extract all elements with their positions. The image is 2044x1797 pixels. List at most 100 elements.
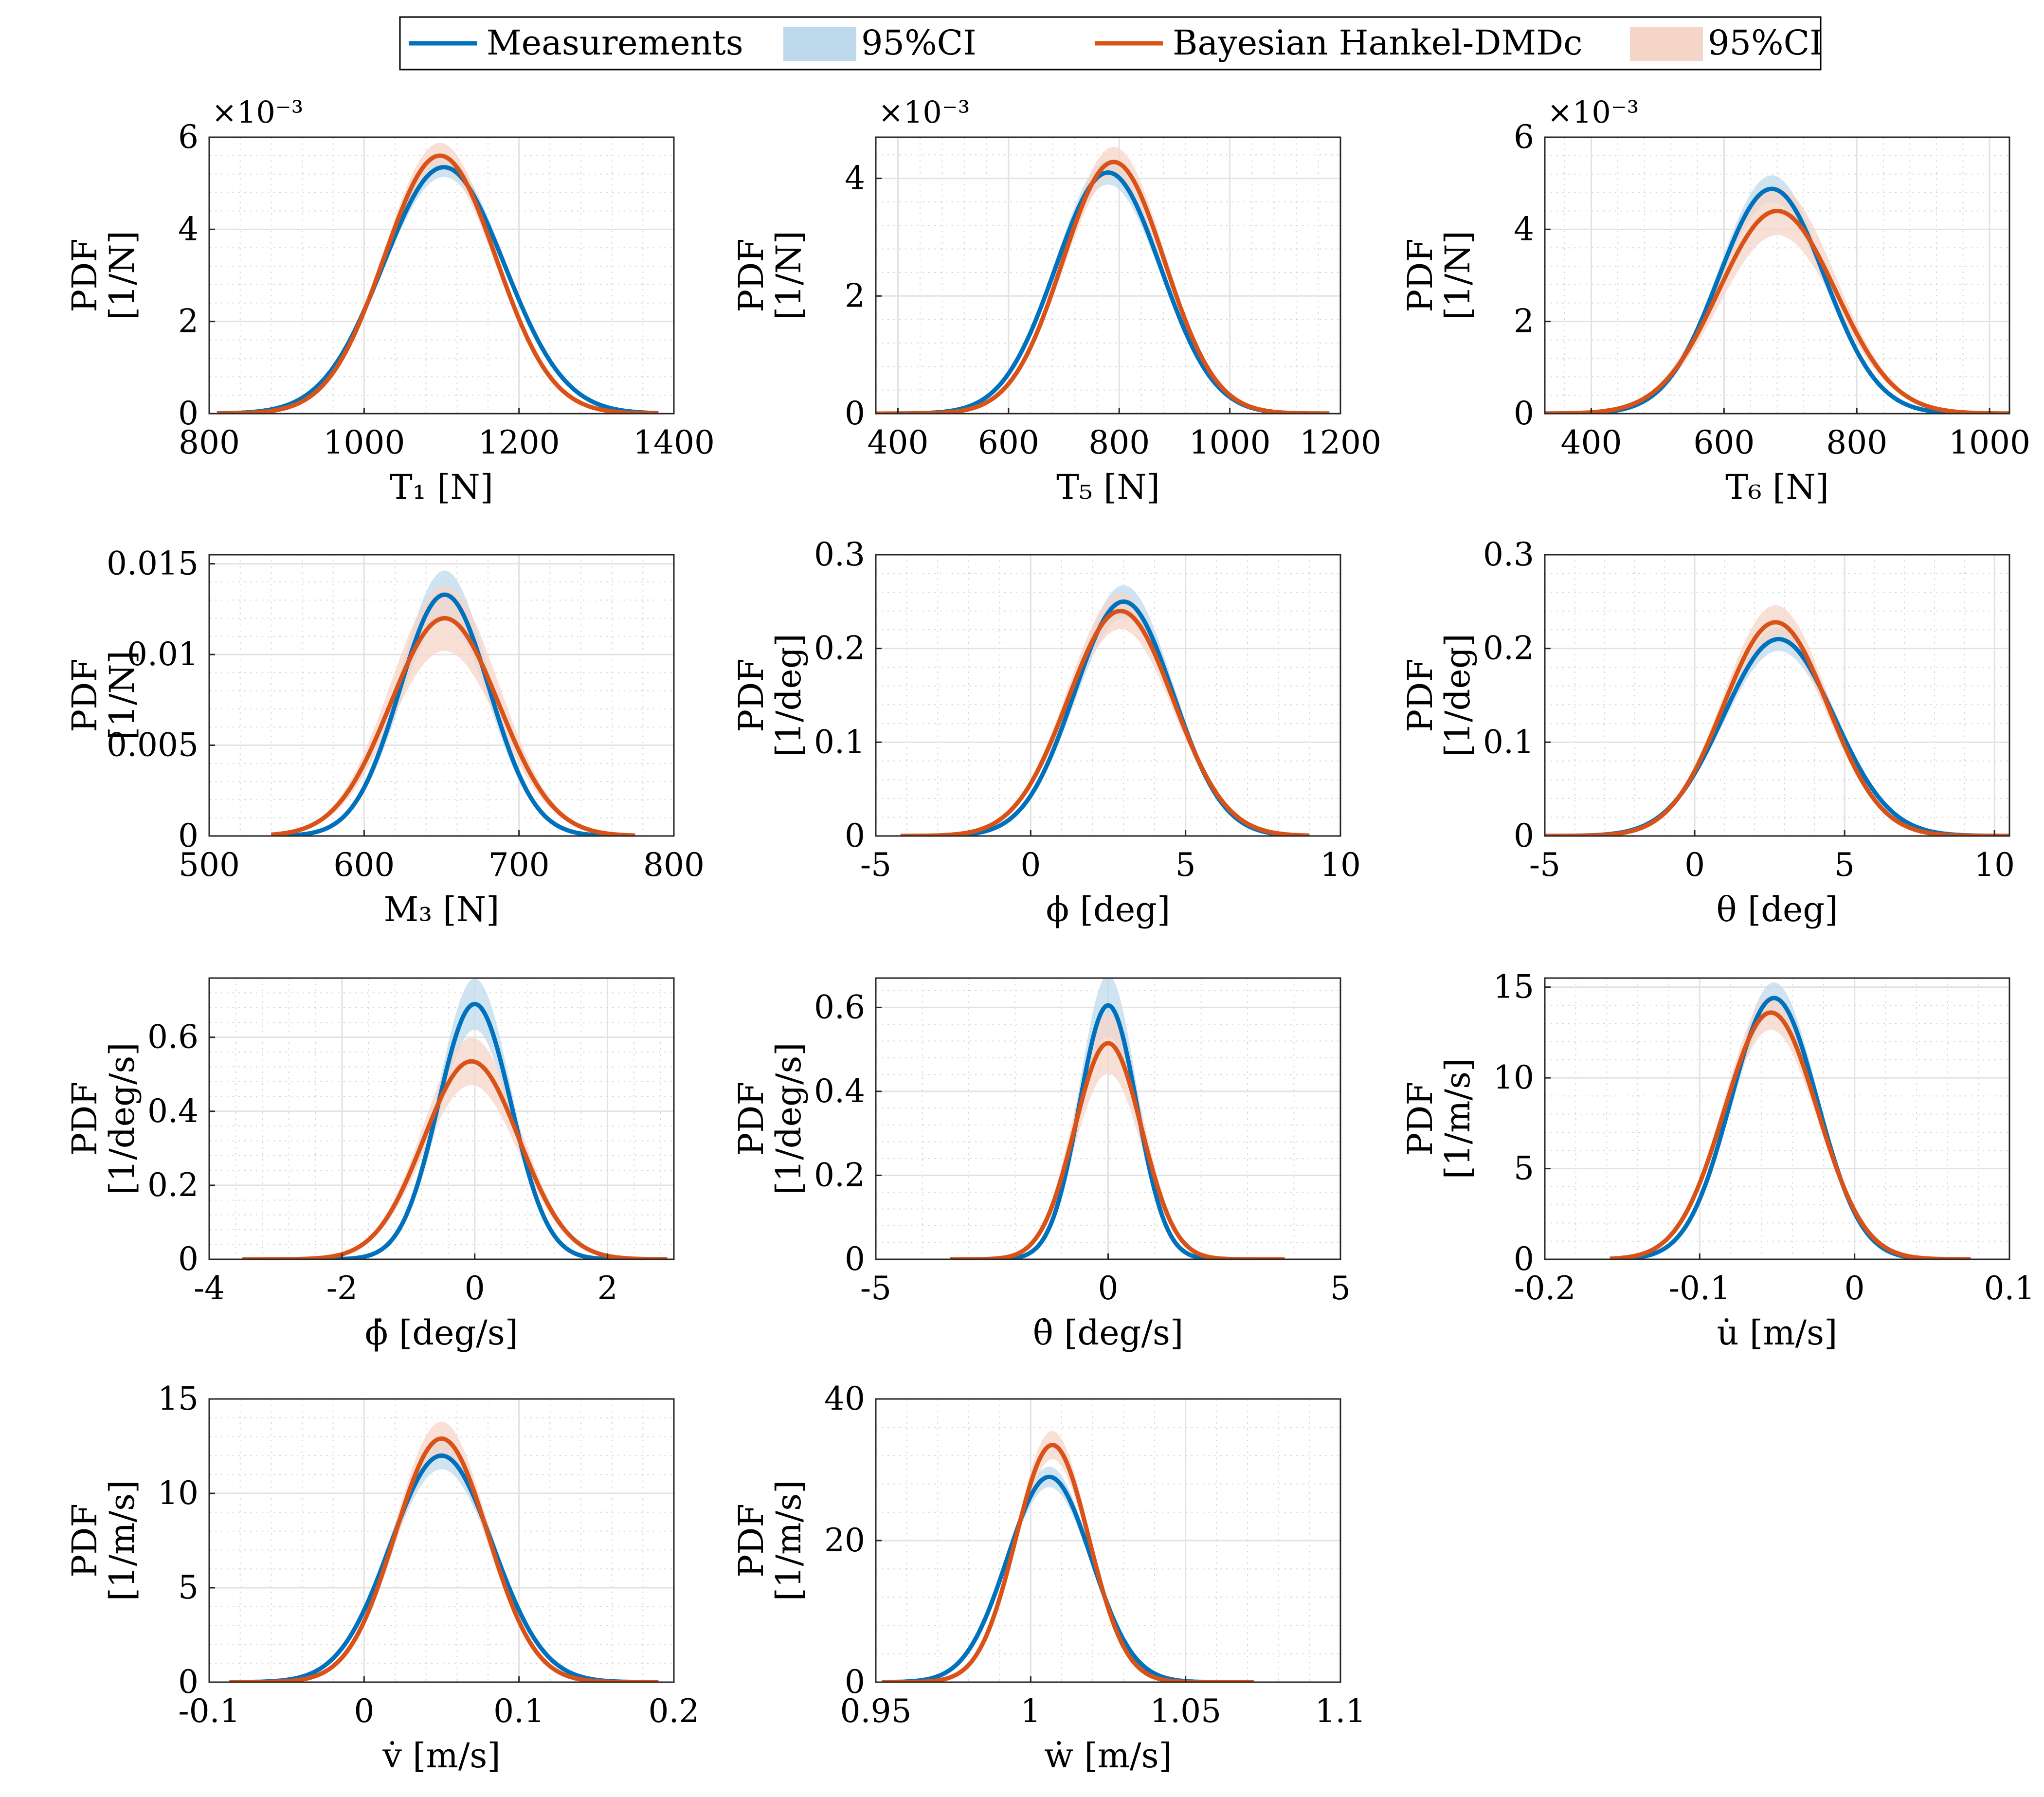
x-axis-label: T₅ [N] — [1056, 467, 1160, 507]
pdf-curve — [1609, 1010, 1972, 1259]
axes-frame — [1544, 136, 2010, 415]
plot-area — [1545, 555, 2009, 836]
x-tick-label: 5 — [1330, 1270, 1351, 1307]
x-tick-label: 2 — [597, 1270, 618, 1307]
x-tick-label: -0.1 — [1669, 1270, 1731, 1307]
y-tick-label: 0.1 — [1483, 723, 1534, 761]
y-tick-label: 0.6 — [814, 988, 865, 1026]
x-tick-label: 800 — [179, 424, 240, 461]
x-tick-label: 0 — [1098, 1270, 1119, 1307]
x-tick-label: 1200 — [1300, 424, 1381, 461]
y-tick-label: 6 — [178, 118, 199, 156]
y-tick-label: 0 — [1514, 817, 1534, 854]
axes-frame — [1544, 554, 2010, 837]
x-axis-label: ϕ̇ [deg/s] — [365, 1313, 518, 1353]
pdf-curve — [1545, 209, 2009, 414]
x-axis-label: θ [deg] — [1716, 889, 1838, 929]
pdf-curve — [229, 1436, 659, 1682]
chart-panel: -5 0 5 1000.10.20.3ϕ [deg]PDF[1/deg] — [731, 536, 1361, 929]
axis-exponent: ×10⁻³ — [1547, 94, 1639, 130]
ci-band — [242, 1037, 668, 1259]
y-tick-label: 20 — [824, 1522, 865, 1559]
pdf-curve — [217, 153, 659, 414]
pdf-curve — [242, 1059, 668, 1259]
x-tick-label: -4 — [194, 1270, 225, 1307]
plot-area — [876, 555, 1340, 836]
y-axis-label-line: PDF — [65, 1082, 105, 1156]
y-tick-label: 4 — [1514, 210, 1534, 248]
plot-area — [209, 978, 674, 1259]
y-tick-label: 0.2 — [147, 1166, 199, 1204]
x-axis-label: ϕ [deg] — [1046, 889, 1171, 929]
y-tick-label: 4 — [178, 210, 199, 248]
x-tick-label: -5 — [1529, 846, 1560, 884]
y-axis-label: PDF[1/N] — [65, 651, 142, 740]
y-tick-label: 40 — [824, 1380, 865, 1417]
x-tick-label: 800 — [1826, 424, 1887, 461]
y-tick-label: 0.005 — [107, 726, 199, 764]
y-tick-label: 15 — [1493, 968, 1534, 1006]
axis-exponent: ×10⁻³ — [212, 94, 303, 130]
y-tick-label: 0 — [845, 1663, 865, 1701]
y-axis-label: PDF[1/deg] — [731, 634, 809, 757]
y-tick-label: 0.1 — [814, 723, 865, 761]
legend-band-swatch — [1630, 27, 1703, 61]
x-tick-label: 1000 — [1949, 424, 2030, 461]
y-tick-label: 10 — [158, 1474, 199, 1512]
y-axis-label-line: PDF — [1400, 238, 1440, 312]
x-tick-label: 800 — [1088, 424, 1150, 461]
y-tick-label: 0.4 — [814, 1072, 865, 1110]
x-tick-label: 1000 — [323, 424, 405, 461]
chart-panel: 400 600 800 1000 0 2 4 6 ×10⁻³ T₆ [N] PDF[1/N] — [1400, 94, 2030, 507]
y-axis-label: PDF[1/deg/s] — [731, 1042, 809, 1195]
y-tick-label: 2 — [178, 303, 199, 340]
axes-frame — [875, 136, 1341, 415]
y-axis-label-line: [1/deg] — [769, 634, 809, 757]
x-tick-label: -5 — [860, 1270, 891, 1307]
axes-frame — [1544, 977, 2010, 1260]
y-tick-label: 10 — [1493, 1059, 1534, 1096]
y-tick-label: 0 — [1514, 1240, 1534, 1278]
x-tick-label: 0 — [354, 1692, 374, 1730]
x-tick-label: 10 — [1320, 846, 1361, 884]
y-tick-label: 4 — [845, 160, 865, 197]
ci-band — [271, 585, 635, 836]
pdf-curve — [1545, 620, 2009, 836]
axes-frame — [208, 554, 675, 837]
y-axis-label: PDF[1/m/s] — [1400, 1058, 1478, 1180]
x-tick-label: 600 — [333, 846, 395, 884]
y-tick-label: 6 — [1514, 118, 1534, 156]
x-tick-label: 1200 — [478, 424, 560, 461]
y-tick-label: 0 — [178, 1240, 199, 1278]
x-tick-label: 5 — [1834, 846, 1855, 884]
y-tick-label: 0 — [1514, 395, 1534, 432]
x-tick-label: 600 — [1693, 424, 1755, 461]
y-axis-label-line: [1/N] — [102, 651, 142, 740]
pdf-curve — [876, 160, 1330, 414]
y-axis-label: PDF[1/N] — [731, 231, 809, 320]
x-tick-label: 1.05 — [1150, 1692, 1221, 1730]
x-tick-label: 0 — [1684, 846, 1705, 884]
chart-panel: -5 0 5 1000.10.20.3θ [deg]PDF[1/deg] — [1400, 536, 2015, 929]
legend-label: 95%CI — [861, 23, 977, 63]
y-tick-label: 2 — [845, 277, 865, 314]
y-axis-label-line: [1/m/s] — [102, 1480, 142, 1601]
pdf-curve — [217, 165, 659, 414]
x-tick-label: 1400 — [633, 424, 715, 461]
chart-panel: 500 600 700 800 0 0.005 0.01 0.015 M₃ [N] PDF[1/N… — [65, 545, 705, 929]
x-axis-label: v̇ [m/s] — [382, 1736, 500, 1776]
x-tick-label: 0 — [1845, 1270, 1865, 1307]
x-tick-label: 500 — [179, 846, 240, 884]
y-tick-label: 0.2 — [1483, 630, 1534, 667]
axes-frame — [208, 1398, 675, 1683]
y-axis-label: PDF[1/m/s] — [731, 1480, 809, 1601]
x-tick-label: 800 — [643, 846, 705, 884]
x-tick-label: 1.1 — [1315, 1692, 1366, 1730]
chart-panel: 400 600 800 1000 1200 0 2 4 ×10⁻³ T₅ [N] PDF[1/N] — [731, 94, 1381, 507]
pdf-curve — [271, 592, 636, 836]
y-tick-label: 0.2 — [814, 1156, 865, 1194]
legend-label: Measurements — [487, 23, 743, 63]
y-tick-label: 0.6 — [147, 1018, 199, 1056]
y-tick-label: 5 — [178, 1569, 199, 1606]
